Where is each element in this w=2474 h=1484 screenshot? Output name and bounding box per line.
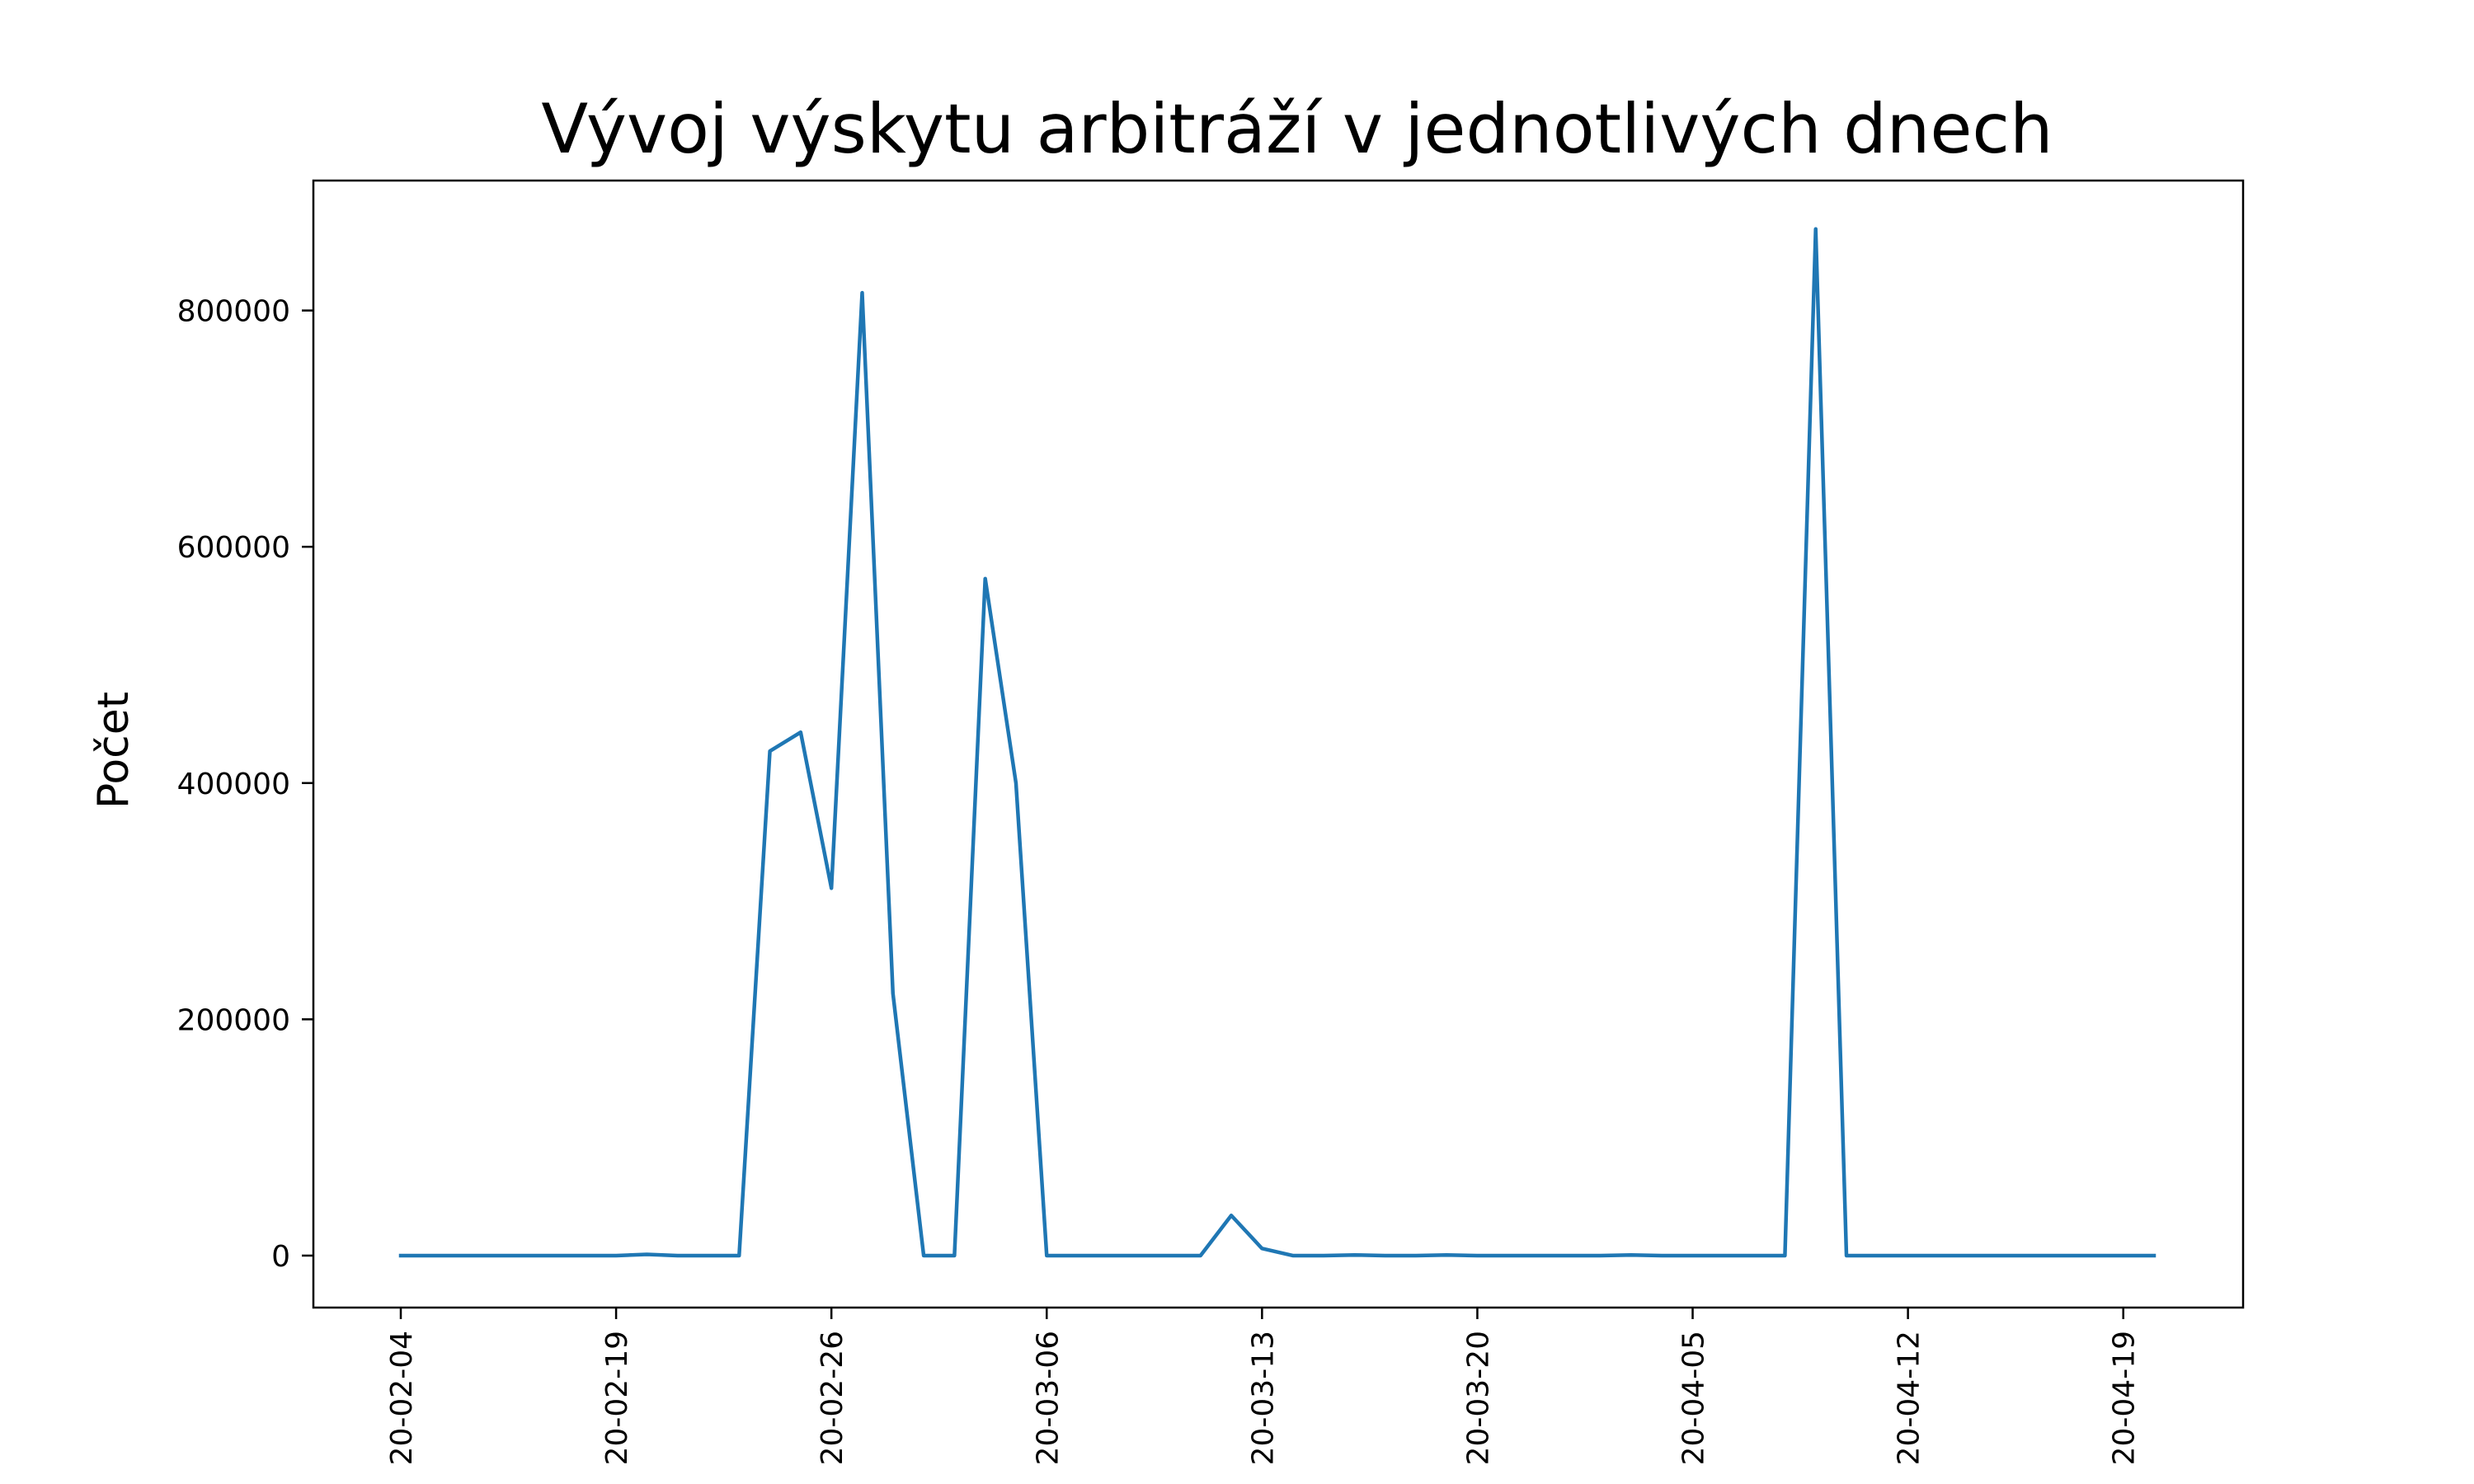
x-tick-label: 20-03-06 bbox=[1031, 1331, 1065, 1465]
x-tick-label: 20-04-05 bbox=[1677, 1331, 1711, 1465]
x-tick-label: 20-03-20 bbox=[1461, 1331, 1495, 1465]
x-tick-label: 20-02-26 bbox=[816, 1331, 849, 1465]
series-line bbox=[398, 227, 2157, 1258]
y-tick-label: 0 bbox=[271, 1240, 290, 1274]
x-tick-label: 20-02-19 bbox=[600, 1331, 634, 1465]
x-axis-ticks: 20-02-04 20-02-19 20-02-26 20-03-06 20-03-13… bbox=[385, 1308, 2142, 1465]
x-tick-label: 20-03-13 bbox=[1246, 1331, 1280, 1465]
x-tick-label: 20-02-04 bbox=[385, 1331, 419, 1465]
x-tick-label: 20-04-19 bbox=[2108, 1331, 2142, 1465]
y-tick-label: 200000 bbox=[177, 1003, 290, 1037]
y-tick-label: 800000 bbox=[177, 295, 290, 329]
x-tick-label: 20-04-12 bbox=[1893, 1331, 1926, 1465]
plot-frame bbox=[312, 179, 2245, 1309]
series-group bbox=[398, 227, 2157, 1258]
y-tick-label: 600000 bbox=[177, 531, 290, 565]
y-tick-label: 400000 bbox=[177, 768, 290, 801]
y-axis-label: Počet bbox=[89, 692, 139, 809]
y-axis-ticks: 0 200000 400000 600000 800000 bbox=[177, 295, 313, 1274]
chart-title: Vývoj výskytu arbitráží v jednotlivých d… bbox=[541, 89, 2053, 169]
